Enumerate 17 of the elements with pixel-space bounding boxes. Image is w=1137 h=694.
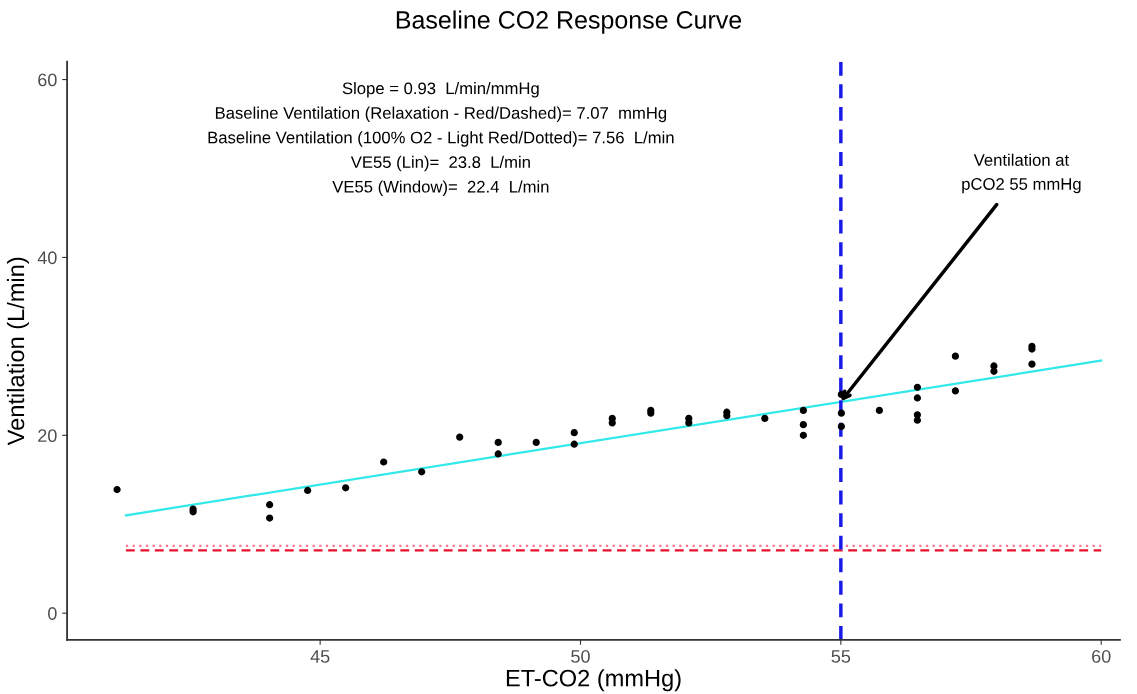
x-tick-label: 55 <box>831 650 851 663</box>
x-tick-label: 45 <box>310 650 330 663</box>
annotation: VE55 (Lin)= 23.8 L/min <box>350 155 530 172</box>
y-axis-title: Ventilation (L/min) <box>6 257 29 446</box>
x-axis-title: ET-CO2 (mmHg) <box>506 669 681 692</box>
annotation: VE55 (Window)= 22.4 L/min <box>332 180 549 196</box>
y-tick-label: 0 <box>48 607 57 620</box>
x-tick-label: 60 <box>1092 650 1111 663</box>
x-tick-label: 50 <box>571 650 590 663</box>
annotation: Baseline Ventilation (Relaxation - Red/Dashed)= 7.07 mmHg <box>215 106 667 123</box>
y-tick-label: 60 <box>38 73 57 87</box>
annotation: Slope = 0.93 L/min/mmHg <box>342 82 539 98</box>
chart-title: Baseline CO2 Response Curve <box>396 10 742 34</box>
annotation: Ventilation at pCO2 55 mmHg <box>962 153 1081 194</box>
y-tick-label: 20 <box>38 429 57 443</box>
y-tick-label: 40 <box>37 251 57 265</box>
annotation: Baseline Ventilation (100% O2 - Light Red/Dotted)= 7.56 L/min <box>208 131 674 147</box>
